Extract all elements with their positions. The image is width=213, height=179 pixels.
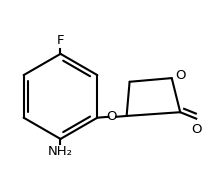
Text: O: O bbox=[107, 110, 117, 123]
Text: NH₂: NH₂ bbox=[48, 145, 73, 158]
Text: O: O bbox=[191, 123, 201, 136]
Text: F: F bbox=[57, 34, 64, 47]
Text: O: O bbox=[175, 69, 186, 82]
